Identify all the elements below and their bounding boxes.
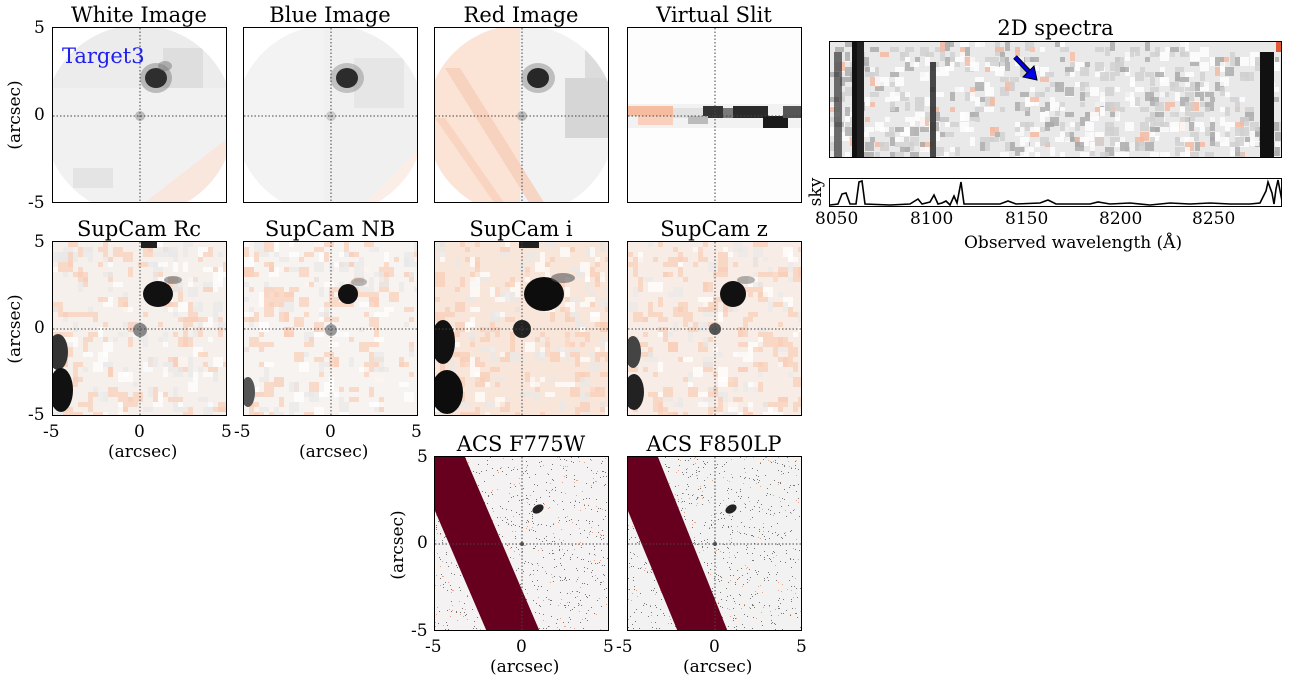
panel-title-f850: ACS F850LP — [646, 432, 782, 456]
tick-wl-8150: 8150 — [1005, 209, 1049, 229]
tick-y-bot-r3: -5 — [411, 621, 428, 641]
supcam-rc-panel — [52, 241, 227, 416]
blue-image-panel — [243, 27, 418, 203]
supcam-z-panel — [627, 241, 802, 416]
sky-label: sky — [806, 177, 826, 207]
tick-wl-8050: 8050 — [815, 209, 859, 229]
tick-y-top-r1: 5 — [34, 18, 45, 38]
x-axis-label-c3: (arcsec) — [490, 657, 560, 677]
panel-title-spec2d: 2D spectra — [997, 16, 1114, 40]
tick-y-top-r2: 5 — [34, 232, 45, 252]
tick-y-mid-r1: 0 — [34, 105, 45, 125]
panel-title-i: SupCam i — [469, 217, 573, 241]
tick-wl-8250: 8250 — [1192, 209, 1236, 229]
tick-y-bot-r1: -5 — [28, 193, 45, 213]
panel-title-rc: SupCam Rc — [76, 217, 202, 241]
tick-x-right-c4: 5 — [796, 637, 807, 657]
panel-title-blue: Blue Image — [269, 3, 391, 27]
panel-title-z: SupCam z — [660, 217, 768, 241]
tick-x-left-c1: -5 — [43, 422, 60, 442]
tick-wl-8100: 8100 — [910, 209, 954, 229]
x-axis-label-c4: (arcsec) — [683, 657, 753, 677]
tick-y-bot-r2: -5 — [28, 405, 45, 425]
tick-x-mid-c2: 0 — [325, 422, 336, 442]
virtual-slit-panel — [627, 27, 802, 203]
supcam-i-panel — [434, 241, 609, 416]
panel-title-slit: Virtual Slit — [656, 3, 772, 27]
tick-x-left-c4: -5 — [616, 637, 633, 657]
tick-wl-8200: 8200 — [1099, 209, 1143, 229]
tick-x-mid-c1: 0 — [134, 422, 145, 442]
x-axis-label-c1: (arcsec) — [108, 442, 178, 462]
x-axis-label-c2: (arcsec) — [299, 442, 369, 462]
target-label: Target3 — [62, 44, 145, 68]
y-axis-label-r1: (arcsec) — [5, 80, 25, 150]
acs-f850lp-panel — [627, 456, 802, 631]
tick-x-left-c2: -5 — [234, 422, 251, 442]
tick-x-right-c2: 5 — [411, 422, 422, 442]
acs-f775w-panel — [434, 456, 609, 631]
sky-spectrum-panel — [829, 178, 1282, 207]
tick-x-left-c3: -5 — [425, 637, 442, 657]
panel-title-red: Red Image — [463, 3, 579, 27]
tick-y-top-r3: 5 — [417, 447, 428, 467]
y-axis-label-r3: (arcsec) — [388, 510, 408, 580]
tick-x-right-c3: 5 — [603, 637, 614, 657]
red-image-panel — [434, 27, 609, 203]
panel-title-f775: ACS F775W — [456, 432, 586, 456]
white-image-panel — [52, 27, 227, 203]
panel-title-white: White Image — [71, 3, 207, 27]
tick-y-mid-r2: 0 — [34, 318, 45, 338]
panel-title-nb: SupCam NB — [264, 217, 396, 241]
y-axis-label-r2: (arcsec) — [5, 294, 25, 364]
tick-x-right-c1: 5 — [221, 422, 232, 442]
wavelength-axis-label: Observed wavelength (Å) — [964, 233, 1183, 253]
tick-x-mid-c3: 0 — [516, 637, 527, 657]
supcam-nb-panel — [243, 241, 418, 416]
tick-x-mid-c4: 0 — [709, 637, 720, 657]
tick-y-mid-r3: 0 — [417, 533, 428, 553]
spectra-2d-panel — [829, 41, 1282, 158]
